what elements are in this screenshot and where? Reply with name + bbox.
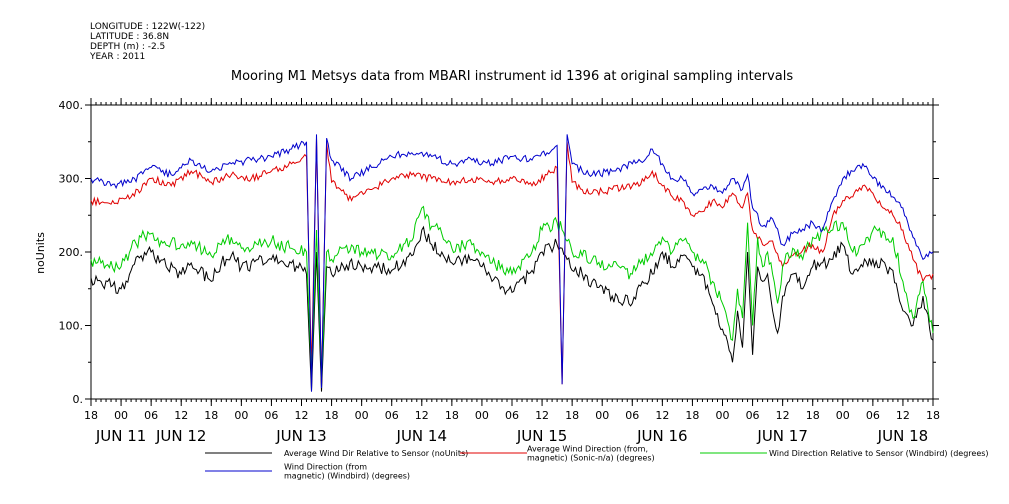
legend-entry: Average Wind Direction (from, xyxy=(527,445,648,454)
legend-entry: Wind Direction (from xyxy=(284,463,367,472)
x-tick-label: 00 xyxy=(595,409,609,422)
plot-frame xyxy=(90,104,934,400)
x-tick-label: 12 xyxy=(295,409,309,422)
legend-entry: magnetic) (Windbird) (degrees) xyxy=(284,472,410,481)
x-tick-label: 00 xyxy=(234,409,248,422)
x-tick-label: 18 xyxy=(685,409,699,422)
y-tick-label: 200. xyxy=(59,246,84,259)
x-tick-label: 00 xyxy=(475,409,489,422)
y-tick-label: 400. xyxy=(59,99,84,112)
series-line xyxy=(90,205,934,381)
x-tick-label: 18 xyxy=(84,409,98,422)
x-tick-label: 18 xyxy=(445,409,459,422)
x-tick-label: 18 xyxy=(204,409,218,422)
y-tick-label: 0. xyxy=(73,393,84,406)
x-tick-label: 06 xyxy=(866,409,880,422)
x-tick-label: 00 xyxy=(114,409,128,422)
x-tick-label: 12 xyxy=(776,409,790,422)
x-tick-label: 18 xyxy=(806,409,820,422)
x-tick-label: 06 xyxy=(264,409,278,422)
legend-entry: Wind Direction Relative to Sensor (Windb… xyxy=(769,449,989,458)
x-tick-label: 06 xyxy=(385,409,399,422)
y-axis-label: noUnits xyxy=(34,232,47,274)
depth-label: DEPTH (m) : -2.5 xyxy=(90,42,166,52)
x-tick-label: 18 xyxy=(926,409,940,422)
x-tick-label: 06 xyxy=(625,409,639,422)
y-tick-label: 300. xyxy=(59,173,84,186)
legend: Average Wind Dir Relative to Sensor (noU… xyxy=(205,445,989,481)
x-tick-label: 06 xyxy=(746,409,760,422)
legend-entry: Average Wind Dir Relative to Sensor (noU… xyxy=(284,449,468,458)
x-tick-label: 06 xyxy=(144,409,158,422)
x-tick-label: 00 xyxy=(355,409,369,422)
x-date-label: JUN 14 xyxy=(396,427,447,445)
x-date-label: JUN 16 xyxy=(636,427,687,445)
x-tick-label: 12 xyxy=(174,409,188,422)
x-date-label: JUN 17 xyxy=(756,427,807,445)
x-tick-label: 12 xyxy=(655,409,669,422)
x-tick-label: 00 xyxy=(716,409,730,422)
x-tick-label: 12 xyxy=(896,409,910,422)
x-tick-label: 12 xyxy=(535,409,549,422)
series-line xyxy=(90,138,934,385)
series-line xyxy=(90,225,934,392)
axis-ticks: 0. 100. 200. 300. 400. 18 00 06 12 18 00 06 12 18 00 06… xyxy=(59,98,940,445)
x-date-label: JUN 12 xyxy=(155,427,206,445)
x-tick-label: 18 xyxy=(325,409,339,422)
latitude-label: LATITUDE : 36.8N xyxy=(90,32,170,42)
longitude-label: LONGITUDE : 122W(-122) xyxy=(90,22,206,32)
x-tick-label: 18 xyxy=(565,409,579,422)
series-line xyxy=(90,134,934,392)
x-tick-label: 12 xyxy=(415,409,429,422)
chart-title: Mooring M1 Metsys data from MBARI instru… xyxy=(231,69,793,84)
x-tick-label: 00 xyxy=(836,409,850,422)
series-lines xyxy=(90,134,934,392)
x-date-label: JUN 11 xyxy=(95,427,146,445)
year-label: YEAR : 2011 xyxy=(90,52,146,62)
legend-entry: magnetic) (Sonic-n/a) (degrees) xyxy=(527,454,655,463)
x-date-label: JUN 15 xyxy=(516,427,567,445)
x-date-label: JUN 13 xyxy=(275,427,326,445)
x-tick-label: 06 xyxy=(505,409,519,422)
x-date-label: JUN 18 xyxy=(877,427,928,445)
y-tick-label: 100. xyxy=(59,320,84,333)
